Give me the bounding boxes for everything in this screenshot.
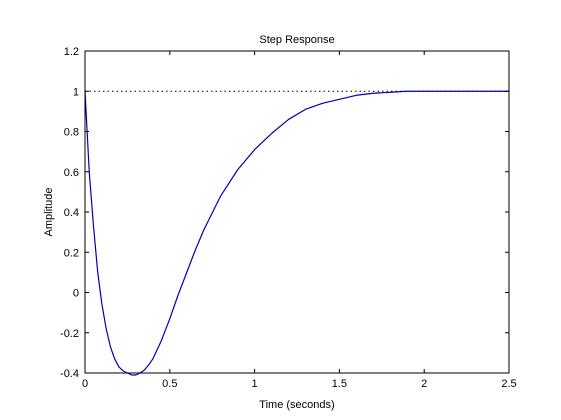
x-tick-label: 2 [421, 378, 427, 390]
y-tick-label: 0.4 [64, 207, 79, 219]
y-tick-label: 0.8 [64, 127, 79, 139]
x-tick-label: 1.5 [332, 378, 347, 390]
x-tick-label: 1 [252, 378, 258, 390]
y-tick-label: 1 [73, 86, 79, 98]
step-response-line [84, 90, 509, 376]
x-tick-label: 2.5 [501, 378, 516, 390]
y-tick-label: 0.2 [64, 247, 79, 259]
y-tick-label: 0.6 [64, 167, 79, 179]
y-ticks: -0.4 -0.2 0 0.2 0.4 0.6 0.8 1 1.2 [60, 46, 509, 380]
chart-title: Step Response [259, 34, 334, 46]
x-tick-label: 0 [82, 378, 88, 390]
x-tick-label: 0.5 [162, 378, 177, 390]
y-tick-label: 0 [73, 288, 79, 300]
series-layer [84, 90, 509, 376]
x-axis-label: Time (seconds) [259, 399, 334, 411]
y-axis-label: Amplitude [43, 188, 55, 237]
plot-area [85, 51, 509, 373]
y-tick-label: 1.2 [64, 46, 79, 58]
y-tick-label: -0.2 [60, 328, 79, 340]
y-tick-label: -0.4 [60, 368, 79, 380]
x-ticks: 0 0.5 1 1.5 2 2.5 [82, 51, 517, 390]
